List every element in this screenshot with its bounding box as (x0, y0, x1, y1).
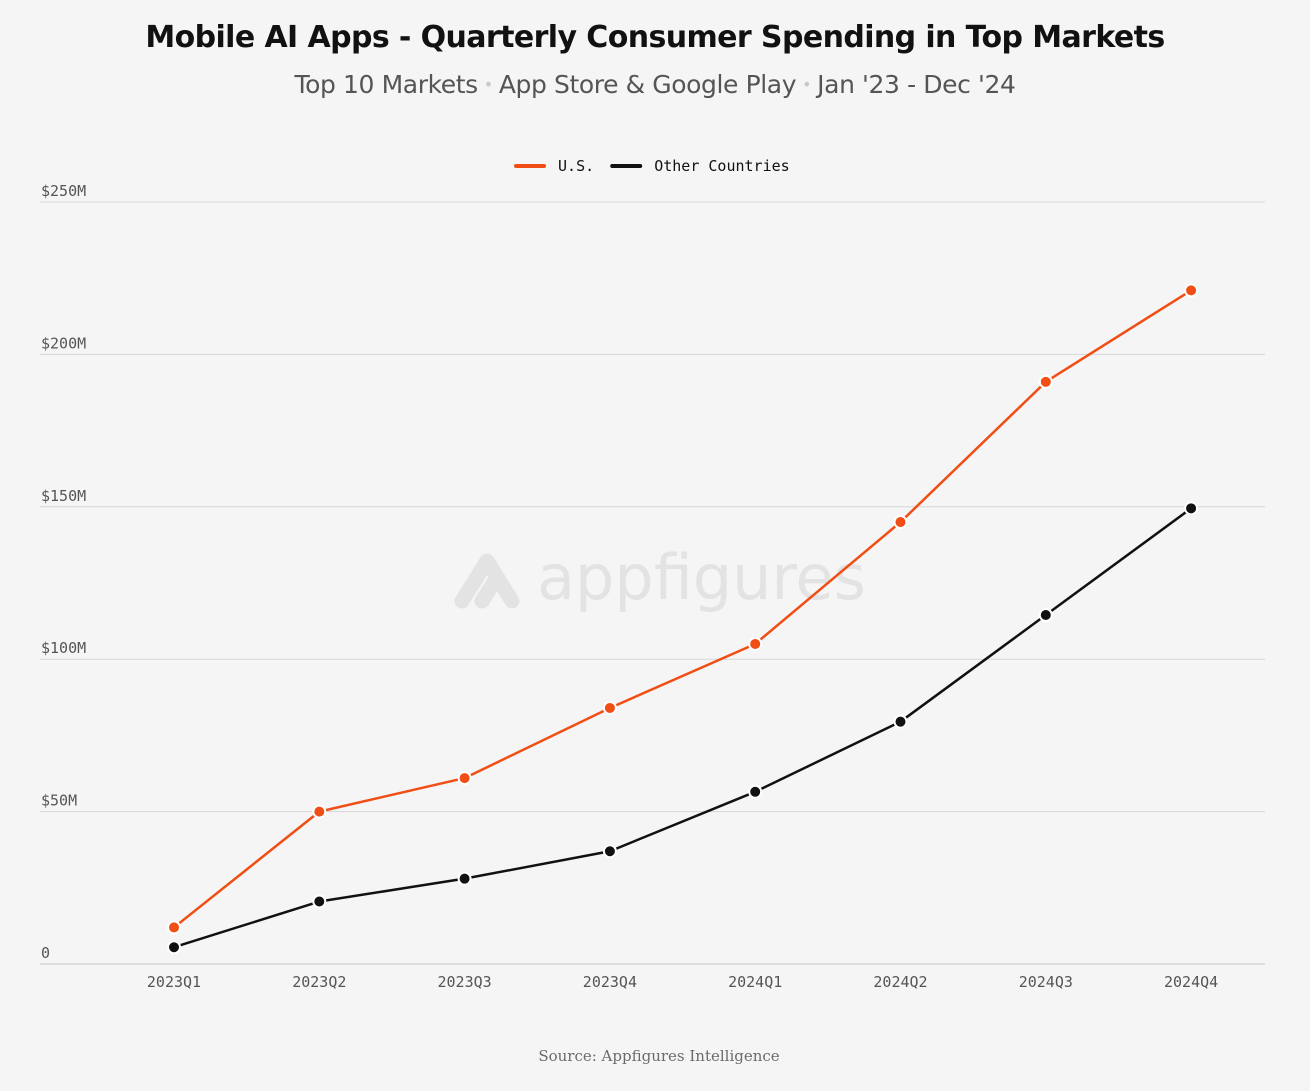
y-tick-label: $100M (41, 639, 86, 657)
subtitle-separator: • (483, 75, 493, 94)
data-point-u-s (167, 920, 181, 935)
data-point-u-s (312, 804, 327, 819)
subtitle-stores: App Store & Google Play (498, 70, 797, 99)
series-line-other-countries (172, 507, 1193, 949)
legend-label: U.S. (558, 157, 594, 175)
data-point-other-countries (602, 844, 617, 859)
subtitle-separator: • (802, 75, 812, 94)
series-line-u-s (172, 289, 1193, 929)
watermark: appfigures (454, 541, 866, 614)
subtitle-date-range: Jan '23 - Dec '24 (817, 70, 1016, 99)
y-tick-label: $150M (41, 487, 86, 505)
x-tick-label: 2024Q2 (873, 973, 927, 991)
data-point-u-s (893, 515, 908, 530)
data-point-other-countries (748, 784, 763, 799)
watermark-text: appfigures (537, 541, 866, 614)
x-tick-label: 2024Q3 (1019, 973, 1073, 991)
data-point-other-countries (1184, 501, 1199, 516)
data-point-u-s (457, 771, 472, 786)
x-tick-label: 2023Q4 (583, 973, 637, 991)
data-point-other-countries (312, 894, 327, 909)
data-point-u-s (1038, 374, 1053, 389)
y-tick-label: 0 (41, 944, 50, 962)
data-point-other-countries (893, 714, 908, 729)
x-tick-label: 2023Q2 (292, 973, 346, 991)
data-point-u-s (1184, 283, 1199, 298)
chart-title: Mobile AI Apps - Quarterly Consumer Spen… (145, 20, 1165, 55)
x-tick-label: 2024Q4 (1164, 973, 1218, 991)
appfigures-logo-icon (454, 553, 520, 609)
data-point-other-countries (167, 940, 181, 955)
x-tick-label: 2023Q1 (147, 973, 201, 991)
chart-subtitle: Top 10 Markets • App Store & Google Play • J… (0, 70, 1310, 99)
data-point-u-s (748, 636, 763, 651)
source-note: Source: Appfigures Intelligence (538, 1047, 780, 1065)
legend-label: Other Countries (654, 157, 789, 175)
data-point-other-countries (1038, 608, 1053, 623)
y-tick-label: $50M (41, 792, 77, 810)
x-tick-label: 2023Q3 (438, 973, 492, 991)
data-point-u-s (602, 700, 617, 715)
data-point-other-countries (457, 871, 472, 886)
x-tick-label: 2024Q1 (728, 973, 782, 991)
y-tick-label: $200M (41, 334, 86, 352)
subtitle-markets: Top 10 Markets (294, 70, 479, 99)
y-tick-label: $250M (41, 182, 86, 200)
